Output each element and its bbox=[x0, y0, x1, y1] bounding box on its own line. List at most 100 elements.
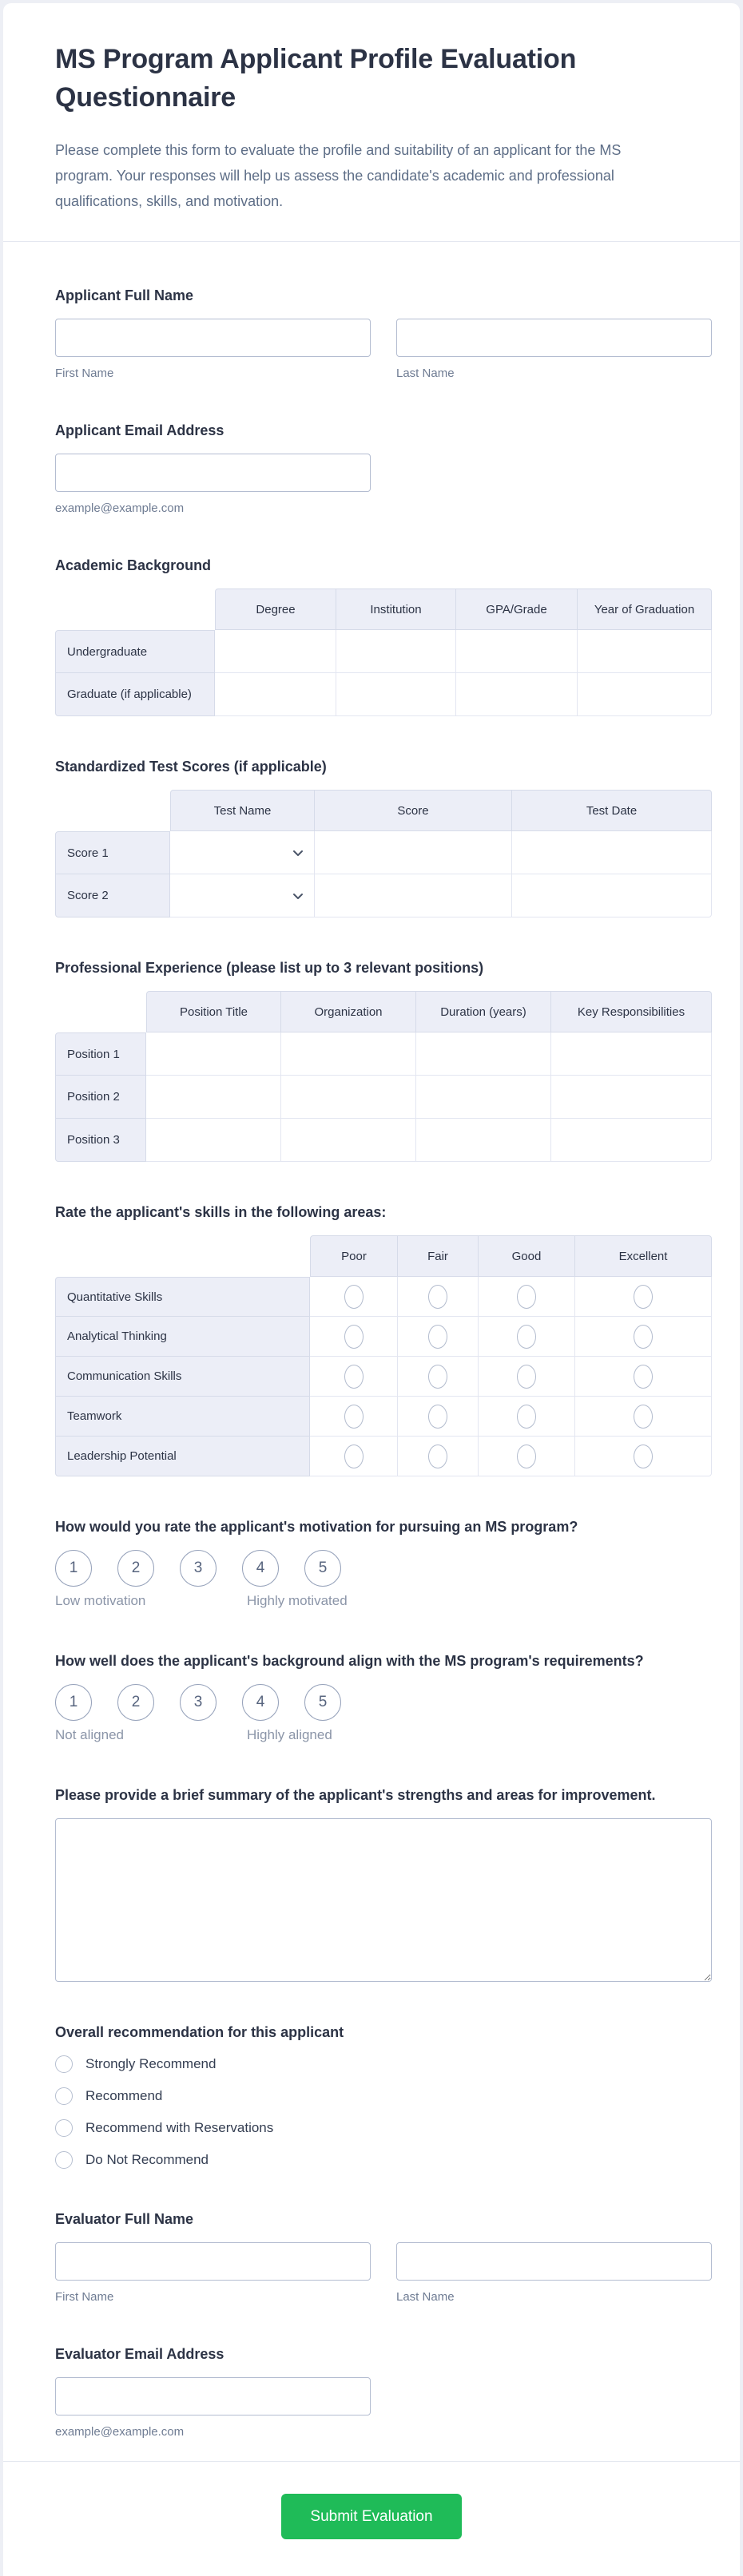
table-input-cell[interactable] bbox=[512, 831, 712, 874]
table-input-cell[interactable] bbox=[416, 1076, 551, 1119]
table-input-cell[interactable] bbox=[336, 673, 456, 716]
table-input-cell[interactable] bbox=[416, 1032, 551, 1076]
applicant-last-name-input[interactable] bbox=[396, 319, 712, 357]
table-input-cell[interactable] bbox=[551, 1119, 712, 1162]
table-input-cell[interactable] bbox=[416, 1119, 551, 1162]
summary-textarea[interactable] bbox=[55, 1818, 712, 1982]
alignment-low-label: Not aligned bbox=[55, 1727, 125, 1742]
column-header: Excellent bbox=[575, 1235, 712, 1277]
matrix-radio-button[interactable] bbox=[428, 1324, 447, 1349]
matrix-radio-button[interactable] bbox=[344, 1364, 364, 1389]
alignment-section: How well does the applicant's background… bbox=[55, 1649, 712, 1745]
recommendation-option[interactable]: Recommend bbox=[55, 2087, 712, 2105]
matrix-radio-button[interactable] bbox=[517, 1404, 536, 1429]
table-select-cell[interactable] bbox=[170, 874, 315, 917]
form-header: MS Program Applicant Profile Evaluation … bbox=[3, 3, 740, 241]
radio-label: Recommend bbox=[85, 2088, 163, 2103]
matrix-radio-button[interactable] bbox=[344, 1404, 364, 1429]
table-input-cell[interactable] bbox=[215, 630, 336, 673]
recommendation-option[interactable]: Do Not Recommend bbox=[55, 2151, 712, 2169]
row-header: Graduate (if applicable) bbox=[55, 673, 215, 716]
row-header: Communication Skills bbox=[55, 1357, 310, 1397]
matrix-radio-button[interactable] bbox=[344, 1324, 364, 1349]
matrix-radio-button[interactable] bbox=[517, 1444, 536, 1468]
matrix-radio-button[interactable] bbox=[634, 1404, 653, 1429]
scale-option-4[interactable]: 4 bbox=[242, 1550, 279, 1587]
recommendation-option[interactable]: Recommend with Reservations bbox=[55, 2119, 712, 2137]
column-header: Position Title bbox=[146, 991, 281, 1032]
experience-section: Professional Experience (please list up … bbox=[55, 956, 712, 1162]
evaluator-first-name-sublabel: First Name bbox=[55, 2290, 114, 2304]
column-header: Organization bbox=[281, 991, 416, 1032]
applicant-name-section: Applicant Full Name First Name Last Name bbox=[55, 283, 712, 380]
matrix-radio-button[interactable] bbox=[634, 1324, 653, 1349]
submit-button[interactable]: Submit Evaluation bbox=[281, 2494, 462, 2539]
matrix-radio-button[interactable] bbox=[344, 1444, 364, 1468]
table-input-cell[interactable] bbox=[551, 1076, 712, 1119]
radio-button[interactable] bbox=[55, 2151, 73, 2169]
table-input-cell[interactable] bbox=[146, 1076, 281, 1119]
recommendation-option[interactable]: Strongly Recommend bbox=[55, 2055, 712, 2073]
table-input-cell[interactable] bbox=[281, 1119, 416, 1162]
table-input-cell[interactable] bbox=[281, 1076, 416, 1119]
matrix-radio-button[interactable] bbox=[428, 1404, 447, 1429]
applicant-email-sublabel: example@example.com bbox=[55, 501, 185, 515]
table-input-cell[interactable] bbox=[578, 673, 712, 716]
matrix-radio-cell bbox=[575, 1277, 712, 1317]
radio-button[interactable] bbox=[55, 2087, 73, 2105]
scale-option-2[interactable]: 2 bbox=[117, 1684, 154, 1721]
matrix-radio-button[interactable] bbox=[517, 1284, 536, 1309]
row-header: Quantitative Skills bbox=[55, 1277, 310, 1317]
applicant-first-name-input[interactable] bbox=[55, 319, 371, 357]
matrix-radio-button[interactable] bbox=[517, 1364, 536, 1389]
matrix-radio-button[interactable] bbox=[428, 1364, 447, 1389]
matrix-radio-cell bbox=[479, 1397, 575, 1437]
table-input-cell[interactable] bbox=[456, 630, 578, 673]
radio-button[interactable] bbox=[55, 2119, 73, 2137]
matrix-radio-button[interactable] bbox=[634, 1364, 653, 1389]
table-input-cell[interactable] bbox=[146, 1119, 281, 1162]
scale-option-5[interactable]: 5 bbox=[304, 1684, 341, 1721]
table-input-cell[interactable] bbox=[281, 1032, 416, 1076]
matrix-radio-button[interactable] bbox=[517, 1324, 536, 1349]
row-header: Analytical Thinking bbox=[55, 1317, 310, 1357]
table-input-cell[interactable] bbox=[315, 874, 512, 917]
evaluator-email-input[interactable] bbox=[55, 2377, 371, 2415]
row-header: Position 3 bbox=[55, 1119, 146, 1162]
alignment-scale-labels: Not aligned Highly aligned bbox=[55, 1727, 712, 1745]
table-input-cell[interactable] bbox=[578, 630, 712, 673]
scale-option-1[interactable]: 1 bbox=[55, 1684, 92, 1721]
table-corner bbox=[55, 790, 170, 831]
table-input-cell[interactable] bbox=[551, 1032, 712, 1076]
column-header: Test Date bbox=[512, 790, 712, 831]
table-select-cell[interactable] bbox=[170, 831, 315, 874]
column-header: GPA/Grade bbox=[456, 589, 578, 630]
matrix-radio-button[interactable] bbox=[344, 1284, 364, 1309]
evaluator-first-name-input[interactable] bbox=[55, 2242, 371, 2281]
table-input-cell[interactable] bbox=[146, 1032, 281, 1076]
scale-option-3[interactable]: 3 bbox=[180, 1684, 217, 1721]
column-header: Fair bbox=[398, 1235, 479, 1277]
row-header: Position 2 bbox=[55, 1076, 146, 1119]
scale-option-3[interactable]: 3 bbox=[180, 1550, 217, 1587]
table-input-cell[interactable] bbox=[512, 874, 712, 917]
scale-option-5[interactable]: 5 bbox=[304, 1550, 341, 1587]
form-title: MS Program Applicant Profile Evaluation … bbox=[55, 44, 577, 113]
matrix-radio-button[interactable] bbox=[428, 1284, 447, 1309]
applicant-email-input[interactable] bbox=[55, 454, 371, 492]
evaluator-name-section: Evaluator Full Name First Name Last Name bbox=[55, 2207, 712, 2304]
scale-option-1[interactable]: 1 bbox=[55, 1550, 92, 1587]
academic-background-section: Academic Background Degree Institution GPA… bbox=[55, 553, 712, 716]
table-input-cell[interactable] bbox=[456, 673, 578, 716]
matrix-radio-button[interactable] bbox=[634, 1284, 653, 1309]
matrix-radio-button[interactable] bbox=[428, 1444, 447, 1468]
matrix-radio-button[interactable] bbox=[634, 1444, 653, 1468]
table-input-cell[interactable] bbox=[336, 630, 456, 673]
scale-option-4[interactable]: 4 bbox=[242, 1684, 279, 1721]
evaluator-last-name-input[interactable] bbox=[396, 2242, 712, 2281]
table-input-cell[interactable] bbox=[315, 831, 512, 874]
scale-option-2[interactable]: 2 bbox=[117, 1550, 154, 1587]
table-input-cell[interactable] bbox=[215, 673, 336, 716]
row-header: Score 2 bbox=[55, 874, 170, 917]
radio-button[interactable] bbox=[55, 2055, 73, 2073]
